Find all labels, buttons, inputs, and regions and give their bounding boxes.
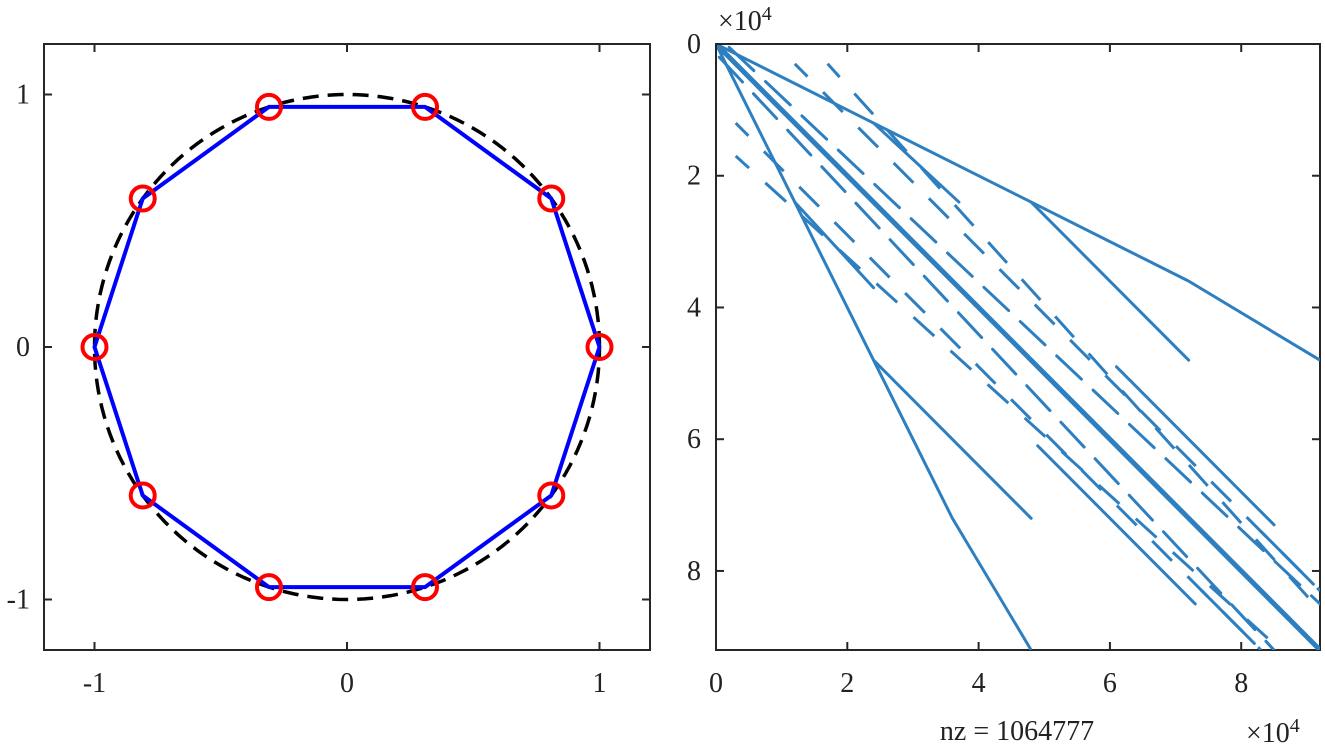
spy-band-segment	[793, 62, 1320, 592]
node-marker	[128, 481, 157, 510]
y-tick-label: 8	[687, 556, 701, 587]
node-marker	[254, 573, 283, 602]
spy-curve	[716, 44, 1033, 650]
spy-band-segment	[717, 55, 1276, 650]
left-plot-frame	[43, 43, 651, 651]
right-plot-frame	[715, 43, 1321, 651]
y-tick-label: 2	[687, 161, 701, 192]
right-plot: 0 2 4 6 8 0 2 4 6 8	[687, 29, 1320, 699]
spy-band-segment	[734, 154, 1282, 650]
spy-band-segment	[1029, 200, 1191, 362]
spy-band-segment	[727, 45, 1320, 606]
node-marker	[411, 573, 440, 602]
spy-band-segment	[872, 358, 1033, 520]
x-tick-label: 8	[1234, 668, 1248, 699]
spy-main-diagonal	[716, 44, 1320, 650]
x-tick-label: 0	[709, 668, 723, 699]
node-marker	[537, 481, 566, 510]
y-tick-label: 0	[687, 29, 701, 60]
spy-band-segment	[826, 62, 1320, 612]
right-y-exponent: ×104	[718, 3, 772, 37]
y-tick-label: 1	[16, 80, 30, 111]
x-tick-label: 4	[972, 668, 986, 699]
x-tick-label: 1	[593, 668, 607, 699]
node-marker	[585, 333, 614, 361]
spy-band-segment	[872, 121, 961, 204]
spy-band-segment	[734, 121, 1262, 650]
y-tick-label: 4	[687, 292, 701, 323]
right-x-exponent: ×104	[1246, 715, 1300, 745]
left-plot: -1 0 1 -1 0 1	[7, 44, 650, 699]
spy-curve	[716, 44, 1320, 362]
node-marker	[128, 184, 157, 213]
spy-band-segment	[1036, 444, 1197, 606]
spy-pattern	[716, 44, 1320, 650]
polygon-line	[92, 104, 602, 590]
spy-band-segment	[793, 200, 876, 290]
y-tick-label: -1	[7, 585, 30, 616]
x-tick-label: -1	[83, 668, 106, 699]
x-tick-label: 2	[840, 668, 854, 699]
x-tick-label: 0	[340, 668, 354, 699]
node-marker	[411, 92, 440, 121]
node-marker	[254, 92, 283, 121]
y-tick-label: 0	[16, 332, 30, 363]
y-tick-label: 6	[687, 424, 701, 455]
node-marker	[80, 333, 109, 361]
right-x-axis-label: nz = 1064777	[940, 716, 1094, 745]
unit-circle-dashed	[92, 92, 602, 602]
spy-band-segment	[1114, 365, 1276, 527]
x-tick-label: 6	[1103, 668, 1117, 699]
node-marker	[537, 184, 566, 213]
